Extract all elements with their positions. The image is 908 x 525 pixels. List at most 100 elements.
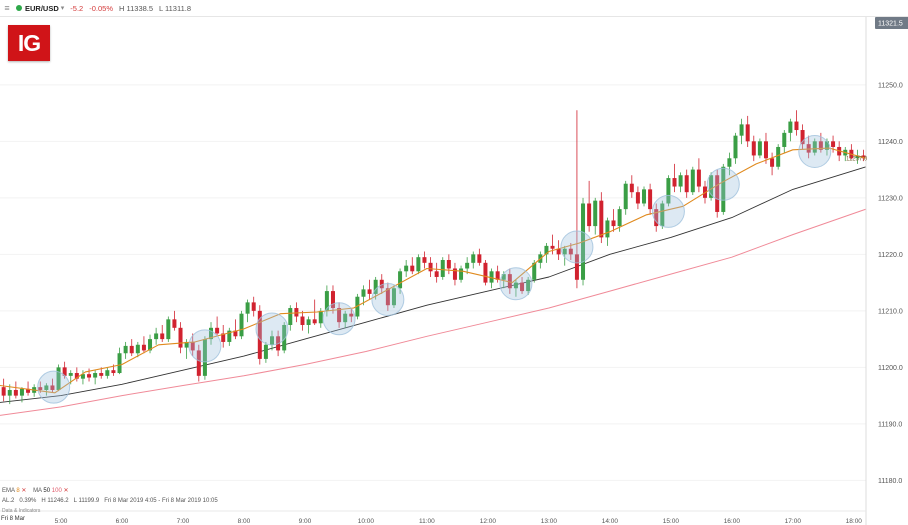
- y-tick-label: 11190.0: [878, 421, 902, 428]
- candle: [257, 305, 262, 365]
- range-stats: AL.2 0.39% H 11246.2 L 11199.9 Fri 8 Mar…: [2, 498, 218, 504]
- candle-body: [404, 265, 409, 272]
- ma-period-50[interactable]: 50: [43, 488, 51, 494]
- candle: [593, 197, 598, 235]
- candle: [727, 152, 732, 176]
- candle-body: [489, 271, 494, 283]
- candle-body: [544, 245, 549, 255]
- candle: [251, 296, 256, 317]
- candle-body: [788, 121, 793, 133]
- x-tick-label: 7:00: [177, 518, 190, 525]
- candle: [556, 240, 561, 260]
- candle: [440, 257, 445, 280]
- candle-body: [221, 333, 226, 342]
- candle-body: [178, 327, 183, 348]
- last-price-label: 11237.0: [846, 156, 868, 162]
- x-tick-label: 16:00: [724, 518, 741, 525]
- candle: [105, 367, 110, 379]
- x-tick-label: 10:00: [358, 518, 375, 525]
- symbol-label[interactable]: EUR/USD: [25, 3, 59, 13]
- candle: [642, 186, 647, 207]
- current-price-label: 11321.5: [878, 21, 903, 28]
- candle: [166, 316, 171, 342]
- ema-legend-label[interactable]: EMA: [2, 488, 15, 494]
- candle-body: [80, 374, 85, 379]
- candle: [233, 319, 238, 340]
- candle-body: [605, 220, 610, 238]
- candle: [160, 324, 165, 342]
- ema-period[interactable]: 8: [16, 488, 20, 494]
- candle-body: [166, 319, 171, 340]
- candle-body: [818, 141, 823, 150]
- candle-body: [855, 155, 860, 159]
- ma100-series: [0, 208, 867, 416]
- candle-body: [367, 289, 372, 294]
- candle: [288, 305, 293, 331]
- candle: [1, 378, 6, 402]
- highlight-circle: [322, 302, 356, 336]
- candle: [684, 169, 689, 198]
- candle-body: [117, 353, 122, 374]
- candle: [446, 254, 451, 275]
- candle-body: [745, 124, 750, 142]
- candle: [611, 209, 616, 232]
- price-axis[interactable]: 11180.0 11190.0 11200.0 11210.0 11220.0 11230…: [846, 17, 908, 525]
- session-low: L 11311.8: [159, 3, 192, 13]
- y-tick-label: 11180.0: [878, 478, 902, 485]
- menu-icon[interactable]: ≡: [4, 3, 10, 13]
- candle-body: [434, 271, 439, 277]
- candle: [343, 310, 348, 328]
- candle: [391, 285, 396, 309]
- candle-body: [215, 327, 220, 334]
- candle-body: [776, 146, 781, 167]
- candles: [1, 110, 866, 405]
- candle: [367, 279, 372, 300]
- candle-body: [379, 279, 384, 289]
- candle: [227, 327, 232, 346]
- data-indicators-link[interactable]: Data & Indicators: [2, 508, 41, 514]
- candle: [196, 344, 201, 382]
- date-label: Fri 8 Mar: [1, 516, 25, 522]
- close-icon[interactable]: ✕: [21, 488, 27, 494]
- candle: [148, 334, 153, 354]
- x-tick-label: 15:00: [663, 518, 680, 525]
- candle: [50, 378, 55, 393]
- candle: [489, 268, 494, 289]
- candle: [721, 163, 726, 215]
- candle: [459, 265, 464, 283]
- ema-line: [0, 147, 867, 394]
- candle: [13, 381, 18, 399]
- candle: [770, 152, 775, 176]
- close-icon[interactable]: ✕: [63, 488, 69, 494]
- candle-body: [471, 254, 476, 263]
- candle-body: [312, 319, 317, 324]
- candle: [678, 172, 683, 193]
- candle: [434, 262, 439, 283]
- candle-body: [50, 385, 55, 390]
- price-change: -5.2: [70, 3, 84, 13]
- candle-body: [288, 308, 293, 325]
- candle-body: [227, 330, 232, 342]
- ma-legend-label[interactable]: MA: [33, 488, 42, 494]
- candle-body: [465, 262, 470, 269]
- x-tick-label: 12:00: [480, 518, 497, 525]
- candle: [263, 341, 268, 363]
- candle: [782, 130, 787, 153]
- candle-body: [483, 262, 488, 283]
- highlight-circle: [560, 230, 594, 264]
- x-tick-label: 17:00: [785, 518, 802, 525]
- time-axis[interactable]: 5:00 6:00 7:00 8:00 9:00 10:00 11:00 12:00 13:00…: [0, 510, 866, 525]
- candle: [855, 149, 860, 164]
- candle: [574, 110, 579, 289]
- candle-body: [690, 169, 695, 193]
- chevron-down-icon[interactable]: ▾: [60, 5, 65, 12]
- candle: [495, 265, 500, 283]
- candle-body: [129, 345, 134, 354]
- candle-body: [105, 370, 110, 376]
- candle-body: [330, 291, 335, 309]
- candle: [215, 316, 220, 337]
- ma-period-100[interactable]: 100: [51, 488, 62, 494]
- candle: [428, 257, 433, 277]
- range-value: AL.2: [2, 498, 15, 504]
